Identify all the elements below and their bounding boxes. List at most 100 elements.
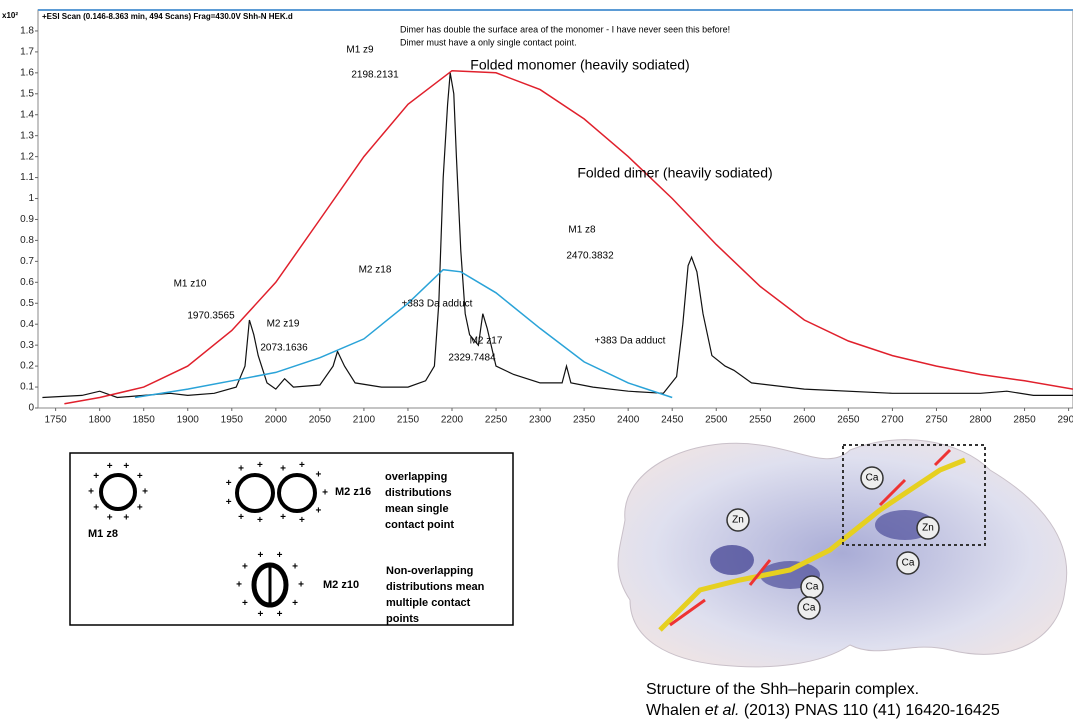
x-tick-label: 2450 (661, 415, 684, 426)
annotation: 2198.2131 (351, 70, 399, 81)
monomer-circle (99, 473, 137, 511)
x-tick-label: 2050 (309, 415, 332, 426)
x-tick-label: 1950 (221, 415, 244, 426)
ion-label: Ca (806, 582, 819, 593)
plus: + (238, 512, 244, 523)
y-tick-label: 0.6 (20, 277, 34, 288)
highlight-box (842, 444, 986, 546)
x-tick-label: 1750 (44, 415, 67, 426)
chart: x10² +ESI Scan (0.146-8.363 min, 494 Sca… (2, 9, 1073, 426)
x-tick-label: 2350 (573, 415, 596, 426)
charges: + + + + + + + + + + + + + + + + + + + + + + + + + + + + + + + + + (88, 460, 328, 620)
ion (896, 551, 920, 575)
plus: + (123, 512, 129, 523)
x-tick-label: 2250 (485, 415, 508, 426)
dimer-circle (235, 473, 275, 513)
y-tick-label: 0.7 (20, 256, 34, 267)
plus: + (299, 515, 305, 526)
x-tick-label: 1900 (177, 415, 200, 426)
annotation: M2 z19 (267, 319, 300, 330)
plus: + (142, 487, 148, 498)
plus: + (88, 487, 94, 498)
plus: + (298, 580, 304, 591)
plus: + (242, 598, 248, 609)
x-tick-label: 2800 (969, 415, 992, 426)
annotation: 2329.7484 (448, 353, 496, 364)
plus: + (257, 550, 263, 561)
y-tick-label: 0.2 (20, 361, 34, 372)
chart-title: +ESI Scan (0.146-8.363 min, 494 Scans) F… (42, 12, 293, 21)
ion-label: Zn (732, 515, 744, 526)
dimer-circle (277, 473, 317, 513)
plot-frame (37, 9, 1073, 409)
x-tick-label: 2500 (705, 415, 728, 426)
plus: + (93, 503, 99, 514)
ion-label: Ca (803, 603, 816, 614)
note: Dimer must have a only single contact po… (400, 37, 577, 47)
annotation: M1 z9 (346, 45, 374, 56)
heparin (658, 457, 966, 632)
plus: + (322, 488, 328, 499)
diagram-text: contact point (385, 519, 454, 531)
y-tick-label: 1 (28, 193, 34, 204)
plus: + (226, 497, 232, 508)
x-tick-label: 2900 (1057, 415, 1073, 426)
plus: + (280, 512, 286, 523)
diagram-text: Non-overlapping (386, 565, 473, 577)
ion (916, 516, 940, 540)
diagram-text: multiple contact (386, 597, 471, 609)
y-tick-label: 1.7 (20, 47, 34, 58)
plus: + (257, 609, 263, 620)
ion-label: Ca (902, 558, 915, 569)
y-tick-label: 0.1 (20, 382, 34, 393)
annotation: Folded dimer (heavily sodiated) (577, 165, 772, 181)
plus: + (277, 609, 283, 620)
protein-structure: Zn Ca Ca Ca Zn Ca (617, 439, 1068, 668)
x-tick-label: 1850 (133, 415, 156, 426)
ion-label: Zn (922, 523, 934, 534)
plus: + (242, 561, 248, 572)
y-tick-label: 0.9 (20, 214, 34, 225)
x-tick-label: 2650 (837, 415, 860, 426)
plus: + (257, 460, 263, 471)
plus: + (93, 471, 99, 482)
diagram-label: M2 z16 (335, 486, 371, 498)
x-tick-label: 2400 (617, 415, 640, 426)
x-tick-label: 2850 (1013, 415, 1036, 426)
x-tick-label: 2100 (353, 415, 376, 426)
plus: + (238, 463, 244, 474)
y-tick-label: 0.3 (20, 340, 34, 351)
plus: + (137, 503, 143, 514)
plus: + (107, 461, 113, 472)
diagram-label: M1 z8 (88, 528, 118, 540)
caption-part: (2013) PNAS 110 (41) 16420-16425 (739, 702, 999, 719)
caption-part: Whalen (646, 702, 705, 719)
annotation: 2073.1636 (260, 343, 308, 354)
y-tick-label: 1.8 (20, 26, 34, 37)
y-tick-label: 1.5 (20, 88, 34, 99)
diagram-text: distributions mean (386, 581, 485, 593)
plus: + (280, 463, 286, 474)
plus: + (277, 550, 283, 561)
diagram-text: points (386, 613, 419, 625)
plus: + (316, 470, 322, 481)
y-tick-label: 0.8 (20, 235, 34, 246)
diagram-text: distributions (385, 487, 452, 499)
plus: + (137, 471, 143, 482)
plus: + (107, 512, 113, 523)
annotation: M2 z17 (470, 336, 503, 347)
diagram-box (69, 452, 514, 626)
plus: + (236, 580, 242, 591)
note: Dimer has double the surface area of the… (400, 24, 730, 34)
ion (726, 508, 750, 532)
plus: + (226, 478, 232, 489)
caption-part: et al. (705, 702, 740, 719)
y-tick-label: 1.6 (20, 67, 34, 78)
series-line (64, 69, 1073, 405)
ion-label: Ca (866, 473, 879, 484)
caption: Whalen et al. (2013) PNAS 110 (41) 16420… (646, 702, 1000, 719)
diagram-text: mean single (385, 503, 449, 515)
x-tick-label: 2700 (881, 415, 904, 426)
diagram-label: M2 z10 (323, 579, 359, 591)
x-tick-label: 2600 (793, 415, 816, 426)
